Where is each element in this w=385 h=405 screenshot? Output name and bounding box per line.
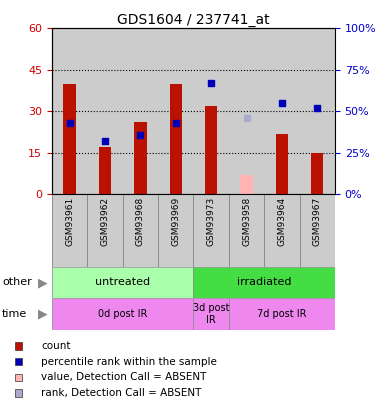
Bar (15, 342, 22, 350)
Text: GSM93958: GSM93958 (242, 196, 251, 246)
Bar (52, 298, 193, 330)
Point (137, 131, 144, 138)
Bar (240, 175, 253, 194)
Bar (134, 122, 147, 194)
Text: untreated: untreated (95, 277, 150, 288)
Bar (276, 134, 288, 194)
Text: GSM93964: GSM93964 (277, 196, 286, 246)
Text: GSM93968: GSM93968 (136, 196, 145, 246)
Text: 3d post
IR: 3d post IR (193, 303, 229, 325)
Text: other: other (2, 277, 32, 288)
Text: GSM93961: GSM93961 (65, 196, 74, 246)
Bar (300, 28, 335, 194)
Text: rank, Detection Call = ABSENT: rank, Detection Call = ABSENT (41, 388, 201, 398)
Bar (52, 28, 87, 194)
Bar (15, 389, 22, 397)
Bar (193, 267, 335, 298)
Point (314, 105, 320, 111)
Bar (311, 153, 323, 194)
Point (67, 120, 73, 126)
Bar (123, 194, 158, 267)
Text: GSM93962: GSM93962 (100, 196, 110, 246)
Text: GSM93973: GSM93973 (207, 196, 216, 246)
Bar (87, 194, 123, 267)
Text: value, Detection Call = ABSENT: value, Detection Call = ABSENT (41, 373, 206, 382)
Bar (15, 374, 22, 381)
Text: GSM93967: GSM93967 (313, 196, 322, 246)
Point (208, 80, 214, 86)
Text: 0d post IR: 0d post IR (98, 309, 147, 319)
Point (102, 138, 108, 145)
Bar (300, 194, 335, 267)
Point (279, 100, 285, 106)
Text: 7d post IR: 7d post IR (257, 309, 306, 319)
Bar (229, 194, 264, 267)
Bar (193, 298, 229, 330)
Bar (87, 28, 123, 194)
Text: count: count (41, 341, 70, 351)
Text: time: time (2, 309, 27, 319)
Bar (158, 28, 193, 194)
Bar (15, 358, 22, 365)
Bar (193, 28, 229, 194)
Bar (264, 194, 300, 267)
Bar (158, 194, 193, 267)
Title: GDS1604 / 237741_at: GDS1604 / 237741_at (117, 13, 270, 27)
Bar (193, 194, 229, 267)
Bar (229, 28, 264, 194)
Bar (229, 298, 335, 330)
Point (243, 115, 249, 121)
Bar (205, 106, 218, 194)
Bar (52, 194, 87, 267)
Bar (64, 84, 76, 194)
Text: ▶: ▶ (38, 276, 47, 289)
Text: irradiated: irradiated (237, 277, 291, 288)
Bar (264, 28, 300, 194)
Text: percentile rank within the sample: percentile rank within the sample (41, 357, 217, 367)
Bar (169, 84, 182, 194)
Text: GSM93969: GSM93969 (171, 196, 180, 246)
Point (173, 120, 179, 126)
Bar (99, 147, 111, 194)
Text: ▶: ▶ (38, 307, 47, 320)
Bar (123, 28, 158, 194)
Bar (52, 267, 193, 298)
